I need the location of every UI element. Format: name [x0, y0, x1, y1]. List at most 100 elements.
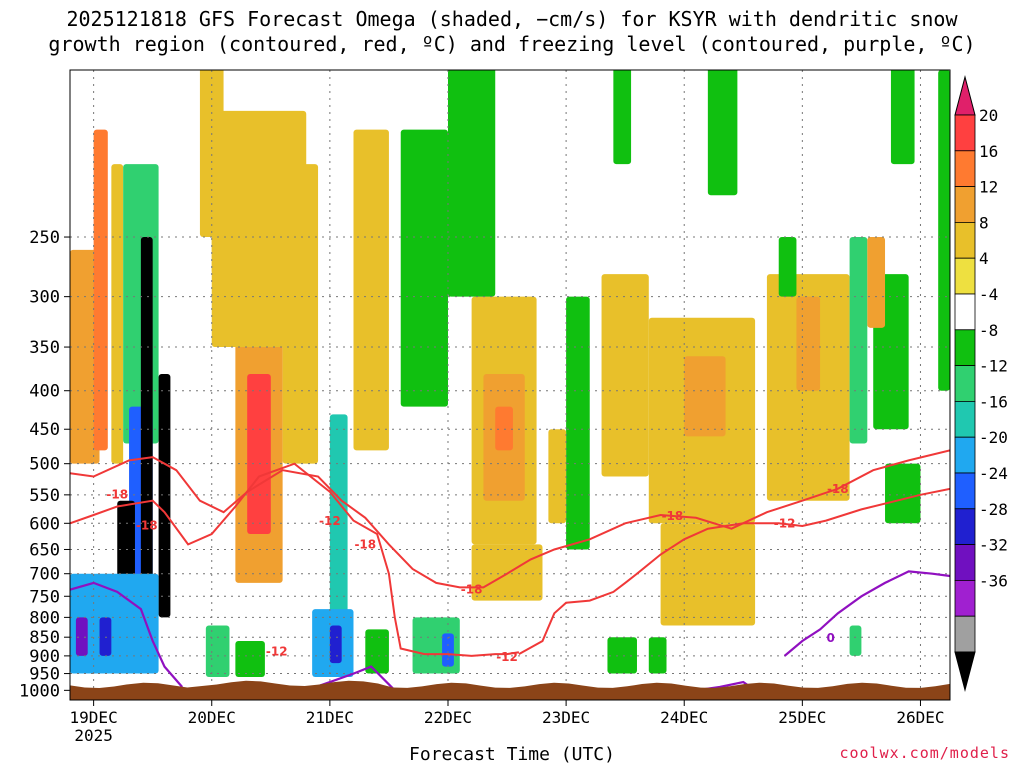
omega-cell — [601, 274, 649, 477]
freezing-level-contour — [70, 581, 184, 688]
dgz-contour-label: -18 — [827, 482, 849, 496]
dgz-contour-label: -18 — [461, 583, 483, 597]
colorbar-top-arrow — [954, 75, 976, 116]
omega-cell — [849, 625, 862, 656]
omega-cell — [329, 625, 342, 664]
contour-lines: -12 -12 -18 -18 -18 -18 -18 -18 -12 -12 0 — [70, 449, 950, 692]
omega-cell — [235, 641, 265, 677]
colorbar-label: -4 — [979, 285, 998, 304]
dgz-contour-label: -12 — [266, 644, 288, 658]
omega-cell — [199, 70, 224, 238]
colorbar-segment — [954, 580, 976, 617]
colorbar-segment — [954, 615, 976, 653]
colorbar-bottom-arrow — [954, 651, 976, 692]
colorbar-segment — [954, 508, 976, 545]
x-tick-label: 21DEC — [306, 708, 354, 727]
y-tick-label: 1000 — [19, 681, 60, 701]
y-tick-label: 950 — [29, 665, 60, 685]
omega-cell — [111, 164, 124, 464]
x-tick-label: 22DEC — [424, 708, 472, 727]
colorbar-label: -28 — [979, 500, 1008, 519]
omega-cell — [796, 296, 821, 391]
omega-cell — [93, 129, 108, 451]
dgz-contour — [70, 462, 520, 657]
colorbar-segment — [954, 150, 976, 188]
omega-cell — [648, 637, 667, 674]
y-tick-label: 800 — [29, 608, 60, 628]
omega-cell — [211, 110, 307, 275]
y-tick-label: 600 — [29, 514, 60, 534]
colorbar-label: -36 — [979, 571, 1008, 590]
omega-cell — [140, 237, 153, 626]
dgz-contour-label: -18 — [136, 518, 158, 532]
omega-cell — [849, 237, 868, 444]
x-tick-label: 26DEC — [896, 708, 944, 727]
colorbar-label: 12 — [979, 178, 998, 197]
colorbar-label: 8 — [979, 213, 989, 232]
y-tick-label: 400 — [29, 382, 60, 402]
dgz-contour-label: -18 — [106, 487, 128, 501]
dgz-contour — [70, 449, 950, 589]
y-tick-label: 350 — [29, 338, 60, 358]
colorbar-segment — [954, 365, 976, 402]
omega-cell — [205, 625, 230, 677]
y-tick-label: 750 — [29, 587, 60, 607]
y-tick-label: 550 — [29, 486, 60, 506]
colorbar-label: -8 — [979, 321, 998, 340]
y-tick-label: 500 — [29, 455, 60, 475]
colorbar-segment — [954, 257, 976, 295]
colorbar: 20 16 12 8 4 -4 -8 -12 -16 -20 -24 -28 -32 -36 — [954, 75, 1008, 692]
omega-cell — [365, 629, 389, 674]
omega-cell — [353, 129, 389, 451]
omega-cell — [890, 70, 915, 165]
dgz-contour-label: -12 — [319, 514, 341, 528]
chart-title-line2: growth region (contoured, red, ºC) and f… — [48, 32, 976, 56]
omega-cell — [99, 617, 112, 656]
y-tick-label: 300 — [29, 288, 60, 308]
omega-cell — [282, 164, 319, 464]
dgz-contour-label: -12 — [774, 516, 796, 530]
dgz-contour-label: -12 — [496, 650, 518, 664]
x-tick-label: 19DEC — [70, 708, 118, 727]
site-credit[interactable]: coolwx.com/models — [839, 744, 1010, 762]
omega-cell — [247, 373, 271, 535]
x-tick-label: 24DEC — [660, 708, 708, 727]
colorbar-label: 4 — [979, 249, 989, 268]
colorbar-label: 16 — [979, 142, 998, 161]
dgz-contour — [518, 487, 950, 655]
omega-cell — [442, 633, 454, 667]
freezing-level-contour — [783, 570, 950, 657]
omega-cell — [329, 414, 348, 656]
omega-cell — [70, 573, 159, 674]
y-tick-label: 900 — [29, 647, 60, 667]
dgz-contour-label: -18 — [662, 509, 684, 523]
colorbar-label: -20 — [979, 428, 1008, 447]
omega-cell — [660, 523, 756, 626]
chart-title-line1: 2025121818 GFS Forecast Omega (shaded, −… — [66, 7, 958, 31]
y-axis: 2503003504004505005506006507007508008509… — [19, 228, 70, 701]
colorbar-label: 20 — [979, 106, 998, 125]
omega-cell — [778, 237, 797, 297]
colorbar-segment — [954, 400, 976, 438]
colorbar-segment — [954, 329, 976, 366]
y-tick-label: 250 — [29, 228, 60, 248]
gridlines — [70, 70, 950, 700]
omega-cell — [566, 296, 590, 550]
colorbar-segment — [954, 114, 976, 152]
omega-cell — [607, 637, 637, 674]
colorbar-segment — [954, 544, 976, 581]
omega-cell — [867, 237, 886, 328]
colorbar-segment — [954, 221, 976, 259]
x-year-label: 2025 — [74, 726, 113, 745]
omega-cell — [684, 356, 726, 437]
x-tick-label: 25DEC — [778, 708, 826, 727]
omega-cell — [938, 70, 950, 391]
terrain-fill — [70, 680, 950, 700]
colorbar-label: -32 — [979, 536, 1008, 555]
omega-cell — [885, 463, 921, 524]
omega-cell — [447, 70, 496, 297]
colorbar-label: -12 — [979, 357, 1008, 376]
omega-cell — [707, 70, 738, 196]
